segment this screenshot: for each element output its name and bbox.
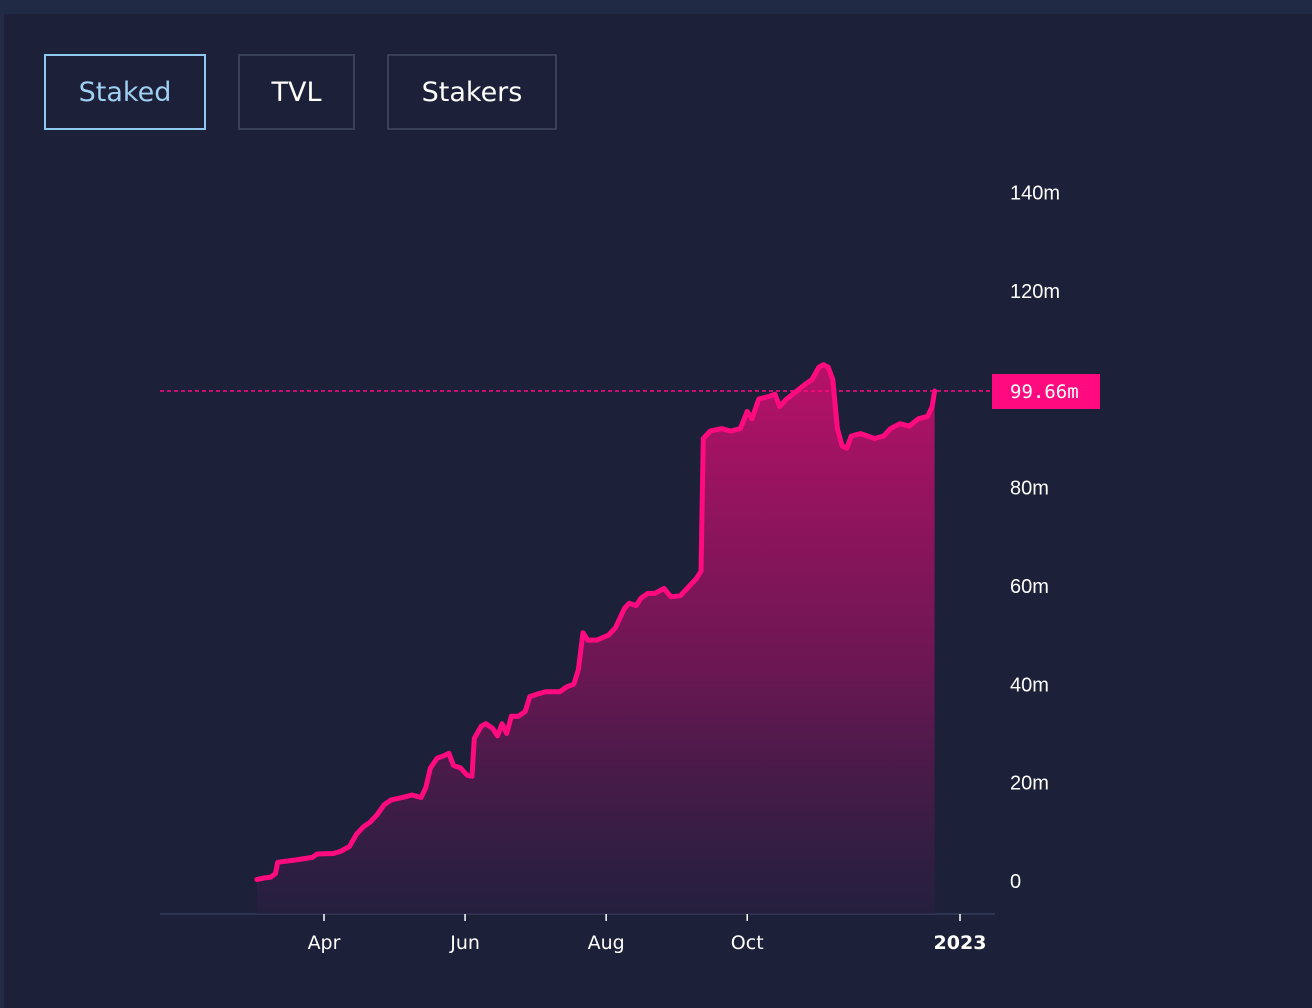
series-line bbox=[254, 362, 938, 882]
x-tick-label: Apr bbox=[308, 932, 341, 954]
top-border bbox=[0, 0, 1312, 14]
tab-stakers[interactable]: Stakers bbox=[387, 54, 557, 130]
x-tick-label: 2023 bbox=[934, 932, 987, 954]
x-tick-label: Oct bbox=[731, 932, 764, 954]
series-area bbox=[256, 364, 935, 914]
y-tick-label: 20m bbox=[1010, 773, 1049, 795]
tab-tvl[interactable]: TVL bbox=[238, 54, 355, 130]
y-tick-label: 40m bbox=[1010, 674, 1049, 696]
y-tick-label: 120m bbox=[1010, 281, 1060, 303]
x-tick-label: Jun bbox=[449, 932, 480, 954]
current-value-label: 99.66m bbox=[1010, 381, 1079, 403]
y-tick-label: 80m bbox=[1010, 478, 1049, 500]
y-tick-label: 0 bbox=[1010, 871, 1021, 893]
tab-staked[interactable]: Staked bbox=[44, 54, 206, 130]
current-value-badge bbox=[992, 373, 1100, 409]
y-tick-label: 60m bbox=[1010, 576, 1049, 598]
x-tick-label: Aug bbox=[588, 932, 625, 954]
y-tick-label: 140m bbox=[1010, 183, 1060, 205]
left-border bbox=[0, 14, 4, 1008]
